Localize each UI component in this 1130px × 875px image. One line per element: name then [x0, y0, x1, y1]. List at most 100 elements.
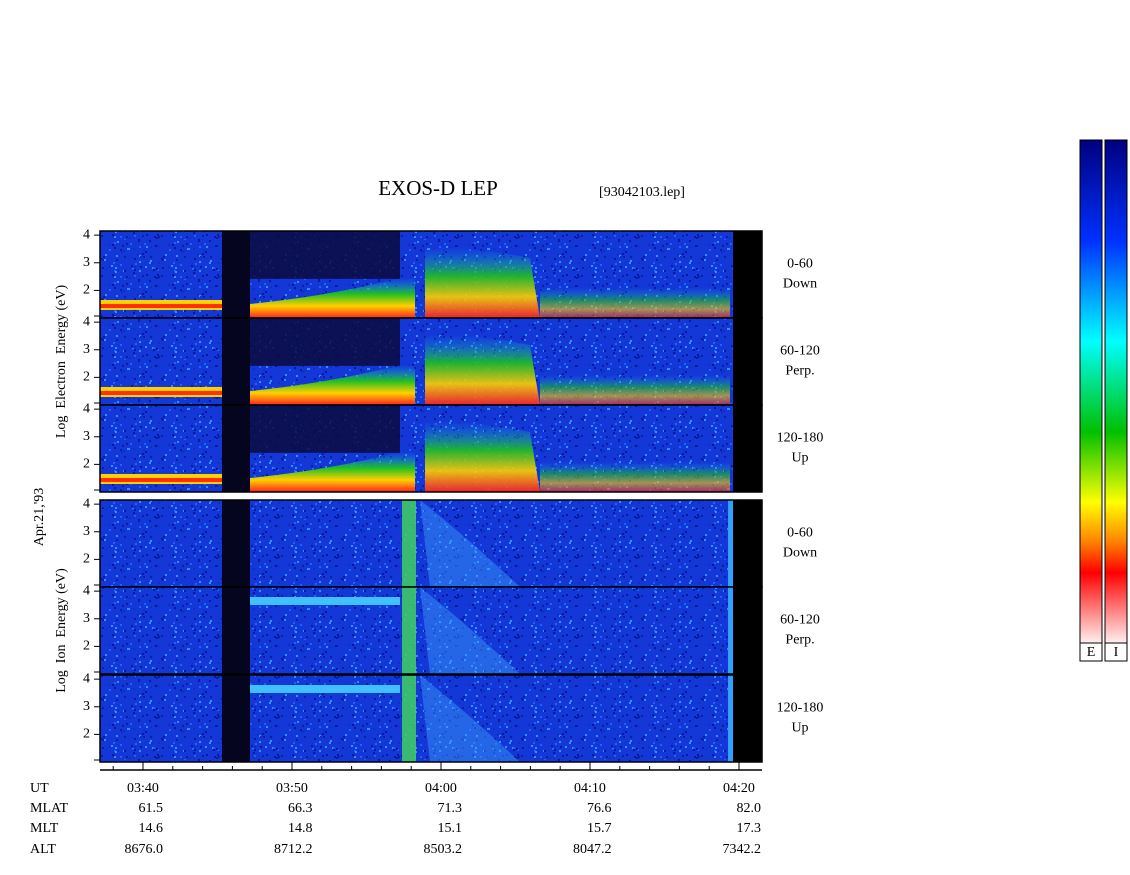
- orbit-value: 8676.0: [125, 842, 164, 857]
- orbit-value: 8047.2: [573, 842, 612, 857]
- dark-region: [250, 318, 400, 366]
- ion-band: [402, 500, 416, 587]
- orbit-value: 71.3: [438, 801, 463, 816]
- orbit-row-name: MLT: [30, 821, 59, 836]
- ion-band: [402, 675, 416, 762]
- orbit-value: 17.3: [737, 821, 762, 836]
- electron-flux: [250, 452, 415, 492]
- data-gap: [222, 500, 250, 587]
- x-tick-label: 03:40: [127, 781, 159, 796]
- y-tick-label: 2: [83, 283, 90, 298]
- ion-flux: [420, 587, 520, 674]
- y-tick-label: 2: [83, 457, 90, 472]
- y-tick-label: 4: [83, 496, 90, 511]
- x-tick-label: 04:10: [574, 781, 606, 796]
- data-gap: [733, 405, 762, 492]
- y-tick-label: 3: [83, 524, 90, 539]
- colorbar: [1079, 139, 1103, 644]
- x-tick-label: 04:00: [425, 781, 457, 796]
- data-gap: [733, 231, 762, 318]
- colorbars: E I: [1079, 139, 1128, 662]
- orbit-value: 14.8: [288, 821, 313, 836]
- y-tick-label: 3: [83, 429, 90, 444]
- electron-flux: [540, 462, 730, 492]
- dark-region: [250, 231, 400, 279]
- file-id: [93042103.lep]: [599, 185, 685, 200]
- electron-flux: [250, 365, 415, 405]
- ion-band: [250, 685, 400, 693]
- data-gap: [222, 405, 250, 492]
- channel-direction: Down: [783, 546, 817, 561]
- x-tick-label: 04:20: [723, 781, 755, 796]
- channel-direction: Up: [791, 721, 808, 736]
- panel-label: Log Electron Energy (eV): [54, 285, 69, 439]
- y-tick-label: 4: [83, 671, 90, 686]
- electron-flux: [540, 375, 730, 405]
- data-gap: [222, 318, 250, 405]
- y-tick-label: 3: [83, 699, 90, 714]
- electron-flux: [425, 247, 540, 318]
- channel-range: 120-180: [777, 701, 824, 716]
- orbit-value: 76.6: [587, 801, 612, 816]
- ion-band: [402, 587, 416, 674]
- ion-flux: [420, 675, 520, 762]
- orbit-value: 15.1: [438, 821, 463, 836]
- y-tick-label: 2: [83, 370, 90, 385]
- electron-flux: [250, 278, 415, 318]
- data-gap: [733, 587, 762, 674]
- colorbar: [1104, 139, 1128, 644]
- ion-flux: [420, 500, 520, 587]
- subpanel-frame: [99, 674, 763, 763]
- channel-range: 0-60: [787, 257, 813, 272]
- colorbar-label-box: [1079, 642, 1103, 662]
- subpanel-frame: [99, 404, 763, 493]
- date-label: Apr.21,'93: [32, 488, 47, 547]
- orbit-value: 15.7: [587, 821, 612, 836]
- orbit-row-name: MLAT: [30, 801, 69, 816]
- dark-region: [250, 405, 400, 453]
- electron-flux: [425, 334, 540, 405]
- data-gap: [733, 500, 762, 587]
- y-tick-label: 2: [83, 727, 90, 742]
- channel-direction: Perp.: [785, 364, 814, 379]
- y-tick-label: 3: [83, 342, 90, 357]
- orbit-value: 82.0: [737, 801, 762, 816]
- low-energy-band: [100, 304, 222, 308]
- low-energy-band: [100, 391, 222, 395]
- y-tick-label: 2: [83, 552, 90, 567]
- channel-direction: Down: [783, 277, 817, 292]
- data-gap: [222, 231, 250, 318]
- y-tick-label: 4: [83, 227, 90, 242]
- data-gap: [222, 587, 250, 674]
- low-energy-band: [100, 478, 222, 482]
- orbit-value: 8503.2: [424, 842, 463, 857]
- plots: 2 3 4 0-60 Down 2 3 4 60-120 Perp. 2 3 4 120-180 Up Log…: [30, 227, 823, 857]
- data-edge: [728, 500, 733, 587]
- spectrogram: [100, 675, 762, 762]
- orbit-row-name: ALT: [30, 842, 56, 857]
- y-tick-label: 4: [83, 314, 90, 329]
- y-tick-label: 3: [83, 255, 90, 270]
- spectrogram: [100, 500, 762, 587]
- colorbar-label-box: [1104, 642, 1128, 662]
- ion-band: [250, 597, 400, 605]
- channel-range: 60-120: [780, 613, 820, 628]
- orbit-value: 7342.2: [723, 842, 762, 857]
- channel-direction: Up: [791, 451, 808, 466]
- y-tick-label: 3: [83, 611, 90, 626]
- channel-direction: Perp.: [785, 633, 814, 648]
- spectrogram: [100, 587, 762, 674]
- y-tick-label: 4: [83, 401, 90, 416]
- data-gap: [222, 675, 250, 762]
- orbit-value: 66.3: [288, 801, 313, 816]
- orbit-value: 8712.2: [274, 842, 313, 857]
- orbit-row-name: UT: [30, 781, 49, 796]
- data-gap: [733, 318, 762, 405]
- data-gap: [733, 675, 762, 762]
- x-tick-label: 03:50: [276, 781, 308, 796]
- colorbar-label: E: [1087, 645, 1096, 660]
- colorbar-label: I: [1114, 645, 1119, 660]
- channel-range: 60-120: [780, 344, 820, 359]
- chart-title: EXOS-D LEP: [378, 176, 498, 200]
